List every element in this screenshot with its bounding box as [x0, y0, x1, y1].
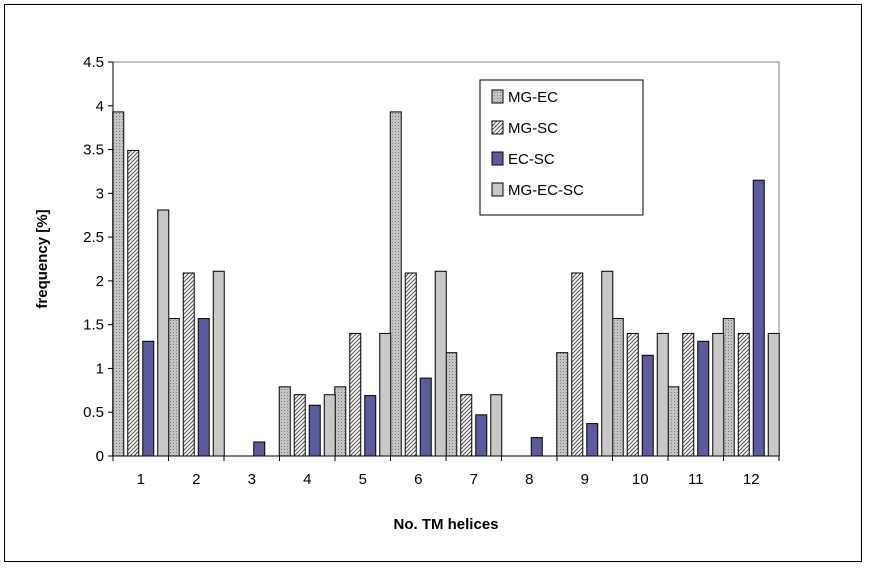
x-tick-label: 8 [525, 471, 533, 488]
bar-mg-sc-1 [127, 149, 140, 457]
bar-mg-sc-6 [404, 272, 417, 457]
bar-mg-ec-sc-5 [379, 332, 392, 457]
x-tick-label: 7 [470, 471, 478, 488]
y-tick-label: 3.5 [83, 142, 104, 159]
legend-label: MG-EC-SC [508, 182, 584, 199]
legend-swatch [491, 182, 504, 197]
x-tick-label: 6 [414, 471, 422, 488]
bar-mg-ec-sc-12 [767, 332, 780, 457]
bar-mg-ec-4 [278, 386, 291, 457]
x-tick-label: 5 [359, 471, 367, 488]
x-tick-label: 2 [192, 471, 200, 488]
bar-mg-ec-sc-2 [212, 270, 225, 457]
bar-ec-sc-3 [253, 441, 266, 457]
y-tick-label: 4.5 [83, 54, 104, 71]
bar-mg-sc-12 [737, 332, 750, 457]
chart-frame: 0 0.5 1 1.5 2 2.5 3 3.5 4 4.5 1 2 3 4 5 6 7 8 9 10 11 12 freq… [4, 4, 862, 562]
bar-mg-ec-sc-7 [490, 394, 503, 457]
x-tick-label: 9 [581, 471, 589, 488]
bar-ec-sc-1 [142, 340, 155, 457]
bar-mg-ec-11 [667, 386, 680, 457]
bar-mg-ec-5 [334, 386, 347, 457]
bar-ec-sc-5 [364, 395, 377, 457]
x-tick-label: 10 [632, 471, 649, 488]
bar-mg-sc-2 [182, 272, 195, 457]
y-tick-label: 4 [96, 98, 104, 115]
bar-ec-sc-12 [752, 179, 765, 457]
bar-chart: 00.511.522.533.544.51 2 3 4 5 6 7 8 9 10 11 12 freq… [34, 54, 780, 533]
bar-mg-sc-7 [460, 394, 473, 457]
y-tick-label: 0 [96, 448, 104, 465]
legend-label: EC-SC [508, 151, 555, 168]
bar-mg-ec-sc-10 [656, 332, 669, 457]
bar-ec-sc-4 [308, 404, 321, 457]
bar-ec-sc-11 [697, 340, 710, 457]
bar-mg-ec-sc-11 [712, 332, 725, 457]
bar-mg-ec-10 [611, 318, 624, 457]
bar-mg-sc-9 [571, 272, 584, 457]
bar-mg-ec-2 [167, 318, 180, 457]
x-tick-label: 11 [688, 471, 704, 488]
bar-mg-ec-1 [112, 111, 125, 457]
y-tick-label: 1.5 [83, 317, 104, 334]
bar-mg-ec-sc-1 [157, 209, 170, 457]
x-tick-label: 4 [303, 471, 311, 488]
y-axis-title: frequency [%] [34, 209, 51, 308]
bar-mg-ec-9 [556, 352, 569, 457]
y-tick-label: 1 [96, 360, 104, 377]
x-tick-label: 3 [248, 471, 256, 488]
x-tick-label: 12 [743, 471, 760, 488]
x-tick-label: 1 [137, 471, 145, 488]
y-tick-label: 0.5 [83, 404, 104, 421]
bar-ec-sc-8 [530, 437, 543, 457]
bar-mg-ec-6 [389, 111, 402, 457]
legend-label: MG-EC [508, 89, 558, 106]
bar-ec-sc-9 [586, 423, 599, 457]
bar-mg-ec-sc-9 [601, 270, 614, 457]
bar-ec-sc-2 [197, 318, 210, 457]
axes-group: 00.511.522.533.544.51 2 3 4 5 6 7 8 9 10 11 12 [83, 54, 780, 488]
legend: MG-EC MG-SC EC-SC MG-EC-SC [479, 79, 644, 216]
legend-swatch [491, 151, 504, 166]
legend-swatch [491, 120, 504, 135]
bar-mg-sc-11 [682, 332, 695, 457]
y-tick-label: 3 [96, 185, 104, 202]
bar-mg-sc-4 [293, 394, 306, 457]
bar-ec-sc-10 [641, 354, 654, 457]
bar-mg-sc-5 [349, 332, 362, 457]
bar-mg-ec-sc-4 [323, 394, 336, 457]
legend-swatch [491, 89, 504, 104]
legend-label: MG-SC [508, 120, 558, 137]
legend-box [479, 79, 644, 216]
y-tick-label: 2 [96, 273, 104, 290]
bar-mg-ec-12 [722, 318, 735, 457]
y-tick-label: 2.5 [83, 229, 104, 246]
bar-ec-sc-6 [419, 377, 432, 457]
bar-mg-sc-10 [626, 332, 639, 457]
bar-ec-sc-7 [475, 414, 488, 457]
bar-mg-ec-sc-6 [434, 270, 447, 457]
x-axis-title: No. TM helices [393, 516, 498, 533]
bar-mg-ec-7 [445, 352, 458, 457]
